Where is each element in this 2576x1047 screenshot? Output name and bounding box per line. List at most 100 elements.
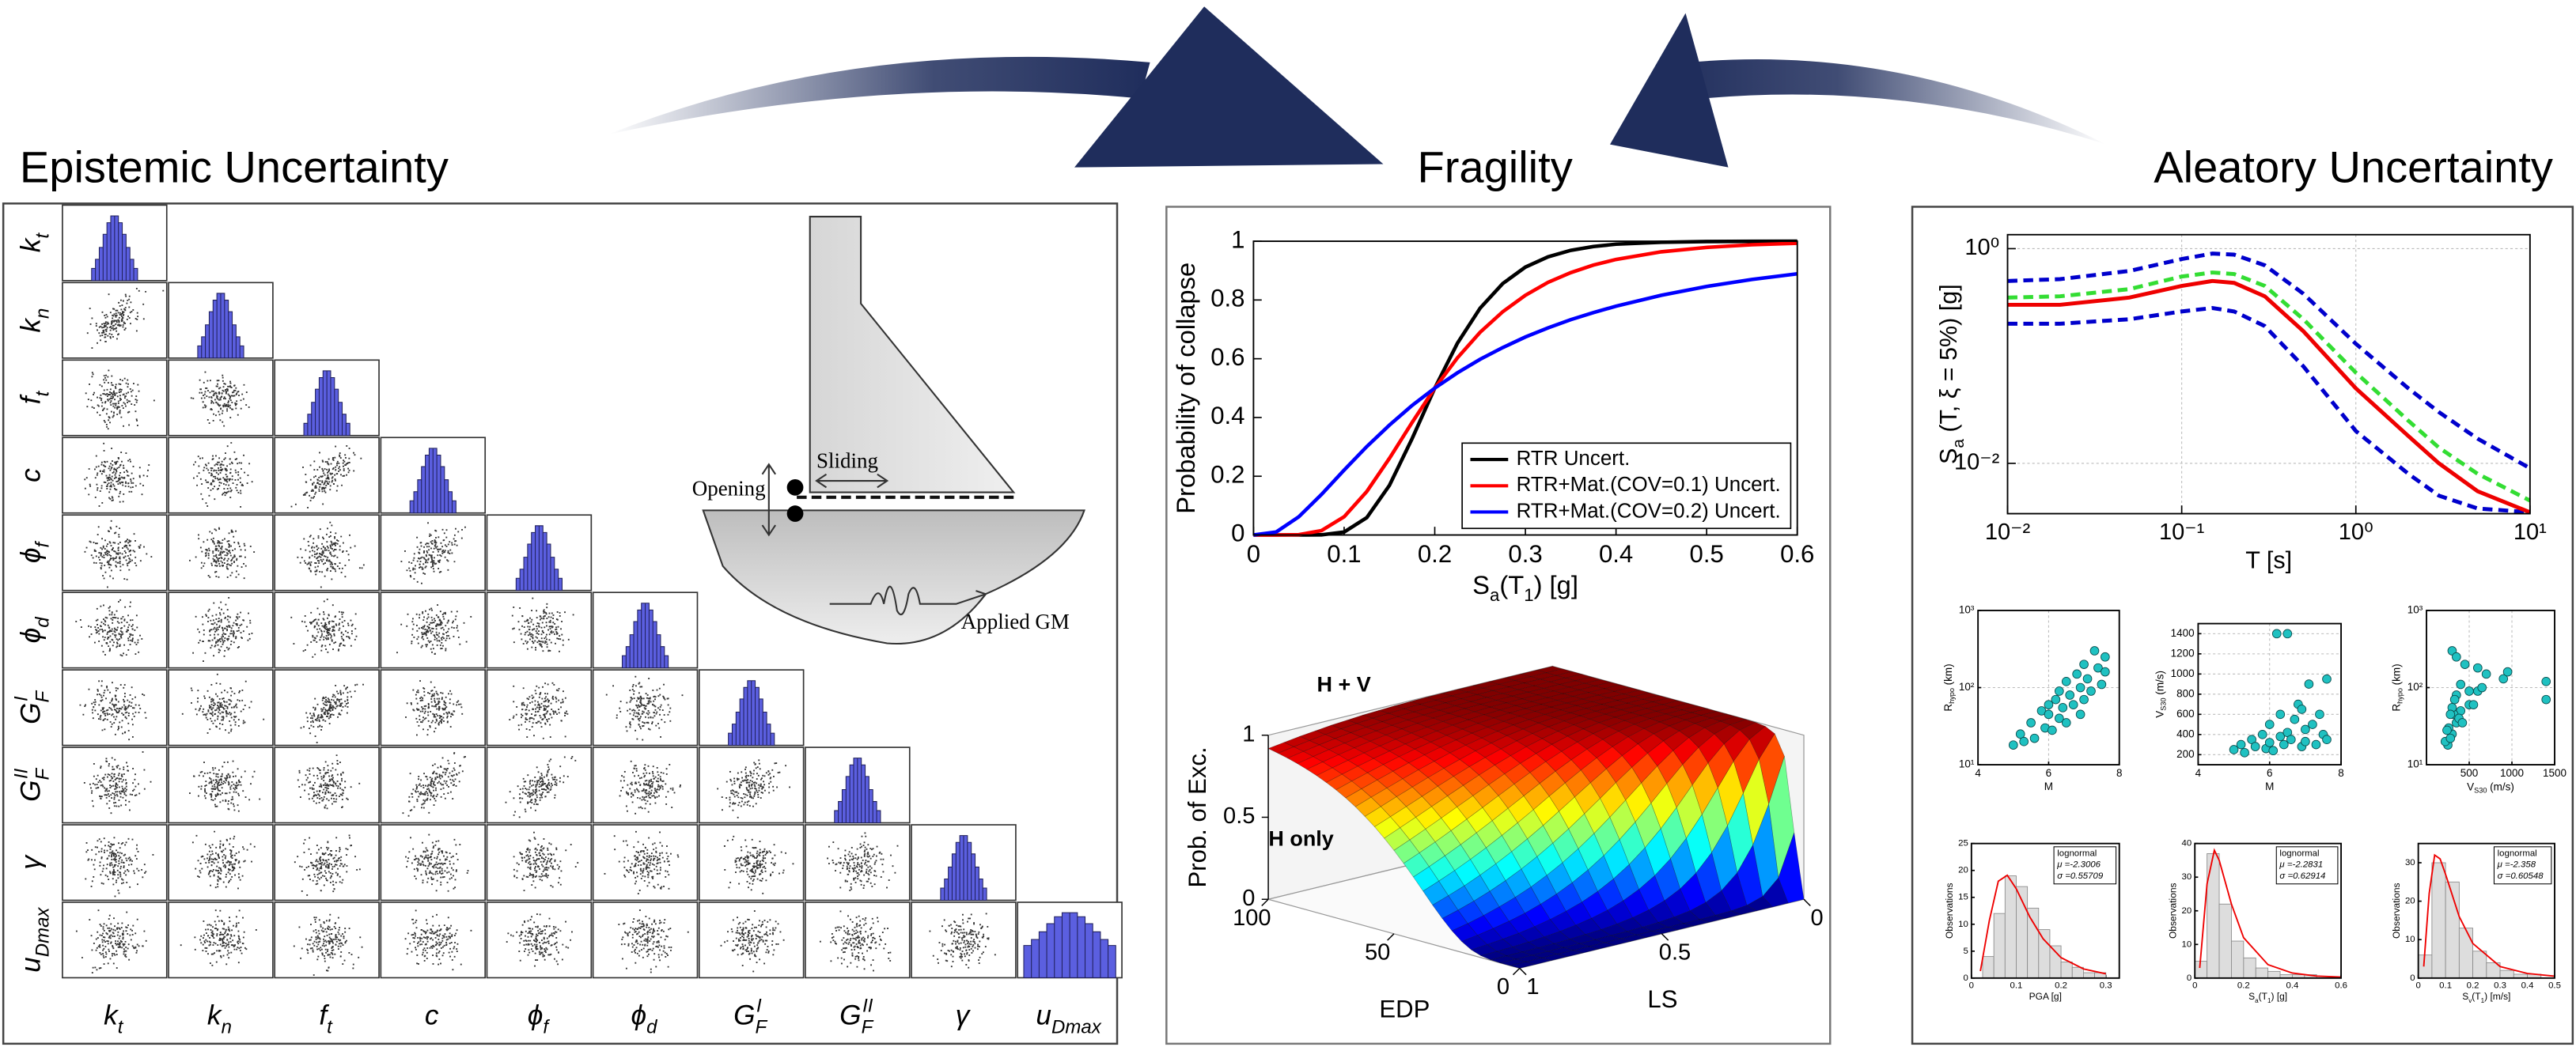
scatter-point bbox=[2315, 709, 2324, 720]
label-part: ) [g] bbox=[1534, 570, 1578, 599]
label-part: Dmax bbox=[32, 907, 53, 958]
y-axis-label: Rhypo (km) bbox=[2390, 663, 2404, 711]
label-part: a bbox=[1949, 439, 1968, 448]
label-part: u bbox=[16, 957, 47, 973]
fit-curve bbox=[2199, 848, 2342, 978]
y-tick-label: 0.6 bbox=[1210, 343, 1244, 371]
z-axis-label: Prob. of Exc. bbox=[1184, 747, 1211, 887]
scatter-point bbox=[2236, 739, 2246, 750]
matrix-cell bbox=[380, 747, 487, 824]
histogram-bar bbox=[2027, 907, 2040, 979]
row-label: kt bbox=[16, 232, 54, 253]
x-axis-label: T [s] bbox=[2245, 547, 2292, 574]
scatter-point bbox=[2229, 745, 2239, 754]
x-tick-label: 10⁻¹ bbox=[2159, 520, 2205, 545]
scatter-point bbox=[2311, 739, 2321, 750]
label-part: (T bbox=[2472, 991, 2481, 1002]
z-tick-label: 0 bbox=[1242, 886, 1255, 911]
sample-cloud bbox=[84, 520, 153, 588]
annotation-box bbox=[2493, 846, 2552, 885]
sample-cloud bbox=[400, 522, 466, 584]
panel-frame bbox=[1911, 206, 2574, 1045]
matrix-cell bbox=[486, 747, 593, 824]
label-part: d bbox=[646, 1016, 657, 1038]
tick-mark bbox=[1261, 898, 1269, 907]
label-part: k bbox=[16, 317, 47, 333]
y-tick-label: 0 bbox=[2187, 973, 2191, 983]
annotation: μ =-2.2831 bbox=[2279, 860, 2323, 870]
histogram-bar bbox=[2038, 929, 2051, 979]
scatter-point bbox=[2082, 674, 2093, 684]
column-label: GFII bbox=[839, 995, 873, 1038]
scatter-point bbox=[2048, 725, 2057, 735]
scatter-point bbox=[2264, 720, 2275, 729]
label-part: II bbox=[862, 995, 873, 1016]
legend-label: RTR+Mat.(COV=0.1) Uncert. bbox=[1517, 474, 1781, 496]
x-tick-label: 100 bbox=[1233, 905, 1271, 931]
matrix-cell bbox=[62, 669, 168, 747]
x-axis-label: Sv(T1) [m/s] bbox=[2462, 991, 2510, 1004]
histogram-bar bbox=[2255, 967, 2269, 979]
label-part: II bbox=[10, 768, 32, 779]
sample-cloud bbox=[405, 680, 464, 736]
matrix-cell bbox=[486, 592, 593, 669]
sample-cloud bbox=[402, 752, 466, 817]
annotation: H only bbox=[1268, 827, 1333, 851]
z-tick-label: 0.5 bbox=[1223, 803, 1255, 829]
scatter-point bbox=[2268, 746, 2279, 756]
label-part: c bbox=[16, 468, 47, 482]
column-label: GFI bbox=[733, 995, 767, 1038]
y-tick-label: 400 bbox=[2176, 728, 2195, 739]
column-label: ft bbox=[319, 1000, 333, 1038]
sample-cloud bbox=[192, 442, 253, 508]
scatter-point bbox=[2240, 747, 2249, 758]
x-axis-label: VS30 (m/s) bbox=[2467, 781, 2514, 795]
y-tick-label: 5 bbox=[1963, 947, 1968, 956]
label-part: u bbox=[1036, 1000, 1051, 1031]
y-axis-label: VS30 (m/s) bbox=[2154, 671, 2168, 718]
x-tick-label: 0.6 bbox=[1780, 540, 1814, 568]
sample-cloud bbox=[192, 596, 253, 662]
surface-mesh bbox=[1403, 852, 1430, 878]
series-line bbox=[2007, 305, 2531, 515]
x-axis-label: M bbox=[2265, 781, 2274, 792]
matrix-cell bbox=[805, 901, 911, 979]
sample-cloud bbox=[297, 521, 365, 588]
y-tick-label: 0.8 bbox=[1210, 285, 1244, 312]
matrix-cell bbox=[62, 514, 168, 592]
matrix-cell bbox=[274, 901, 380, 979]
sample-cloud bbox=[605, 675, 684, 741]
plot-frame bbox=[2417, 842, 2555, 979]
histogram-bar bbox=[2267, 970, 2281, 979]
sample-cloud bbox=[511, 597, 574, 652]
y-tick-label: 10⁻² bbox=[1954, 450, 2000, 475]
plot-frame bbox=[2197, 622, 2342, 765]
y-tick-label: 10⁰ bbox=[1964, 235, 1999, 260]
scatter-point bbox=[2015, 729, 2025, 739]
label-part: R bbox=[2390, 704, 2402, 712]
matrix-cell bbox=[911, 901, 1017, 979]
sample-cloud bbox=[190, 371, 250, 427]
sample-cloud bbox=[404, 909, 472, 971]
matrix-cell bbox=[168, 592, 274, 669]
section-title: Epistemic Uncertainty bbox=[20, 142, 449, 192]
row-label: ϕf bbox=[16, 540, 54, 563]
x-tick-label: 0.2 bbox=[1418, 540, 1452, 568]
y-tick-label: 25 bbox=[1958, 839, 1968, 849]
matrix-cell bbox=[274, 669, 380, 747]
x-tick-label: 0.5 bbox=[1690, 540, 1724, 568]
annotation: σ =0.62914 bbox=[2279, 871, 2325, 881]
sample-cloud bbox=[83, 751, 152, 815]
histogram-bar bbox=[2083, 972, 2095, 979]
y-tick-label: 10¹ bbox=[1959, 758, 1975, 770]
label-part: S bbox=[2462, 991, 2468, 1002]
label-part: (T, ξ = 5%) [g] bbox=[1935, 284, 1962, 439]
label-part: S bbox=[2248, 991, 2255, 1002]
label-part: I bbox=[10, 696, 32, 701]
label-part: v bbox=[2468, 996, 2472, 1004]
x-tick-label: 0.3 bbox=[2100, 981, 2112, 991]
sliding-arrow bbox=[815, 473, 889, 489]
x-tick-label: 6 bbox=[2046, 767, 2052, 779]
row-label: c bbox=[16, 468, 47, 482]
matrix-cell bbox=[62, 747, 168, 824]
